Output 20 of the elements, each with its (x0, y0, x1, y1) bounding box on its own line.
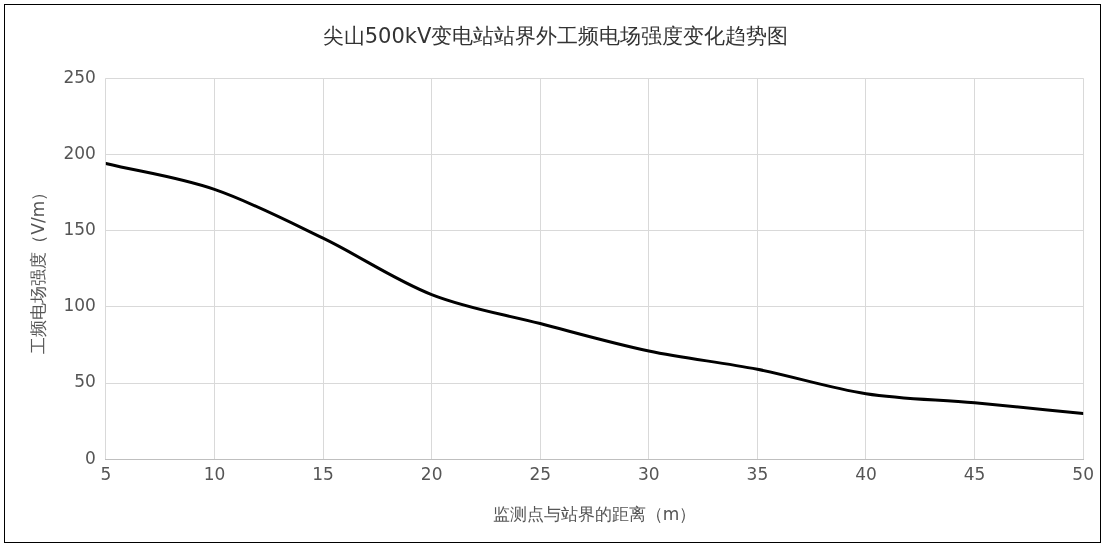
y-axis-title: 工频电场强度（V/m） (27, 183, 48, 354)
y-tick-label: 150 (63, 219, 96, 240)
x-tick-label: 30 (637, 463, 660, 484)
x-tick-label: 10 (203, 463, 226, 484)
x-tick-label: 40 (855, 463, 877, 484)
y-tick-label: 200 (63, 142, 96, 163)
y-tick-label: 0 (85, 447, 96, 468)
chart-title: 尖山500kV变电站站界外工频电场强度变化趋势图 (322, 24, 789, 49)
x-tick-label: 15 (312, 463, 334, 484)
x-tick-label: 50 (1072, 463, 1094, 484)
x-tick-label: 5 (100, 463, 112, 484)
y-tick-label: 50 (74, 371, 96, 392)
x-tick-label: 25 (529, 463, 552, 484)
x-axis-title: 监测点与站界的距离（m） (492, 504, 697, 525)
line-series (105, 162, 1084, 415)
y-tick-label: 250 (63, 66, 96, 87)
y-tick-label: 100 (63, 295, 96, 316)
x-tick-label: 35 (746, 463, 769, 484)
x-tick-label: 20 (420, 463, 443, 484)
x-tick-label: 45 (963, 463, 986, 484)
